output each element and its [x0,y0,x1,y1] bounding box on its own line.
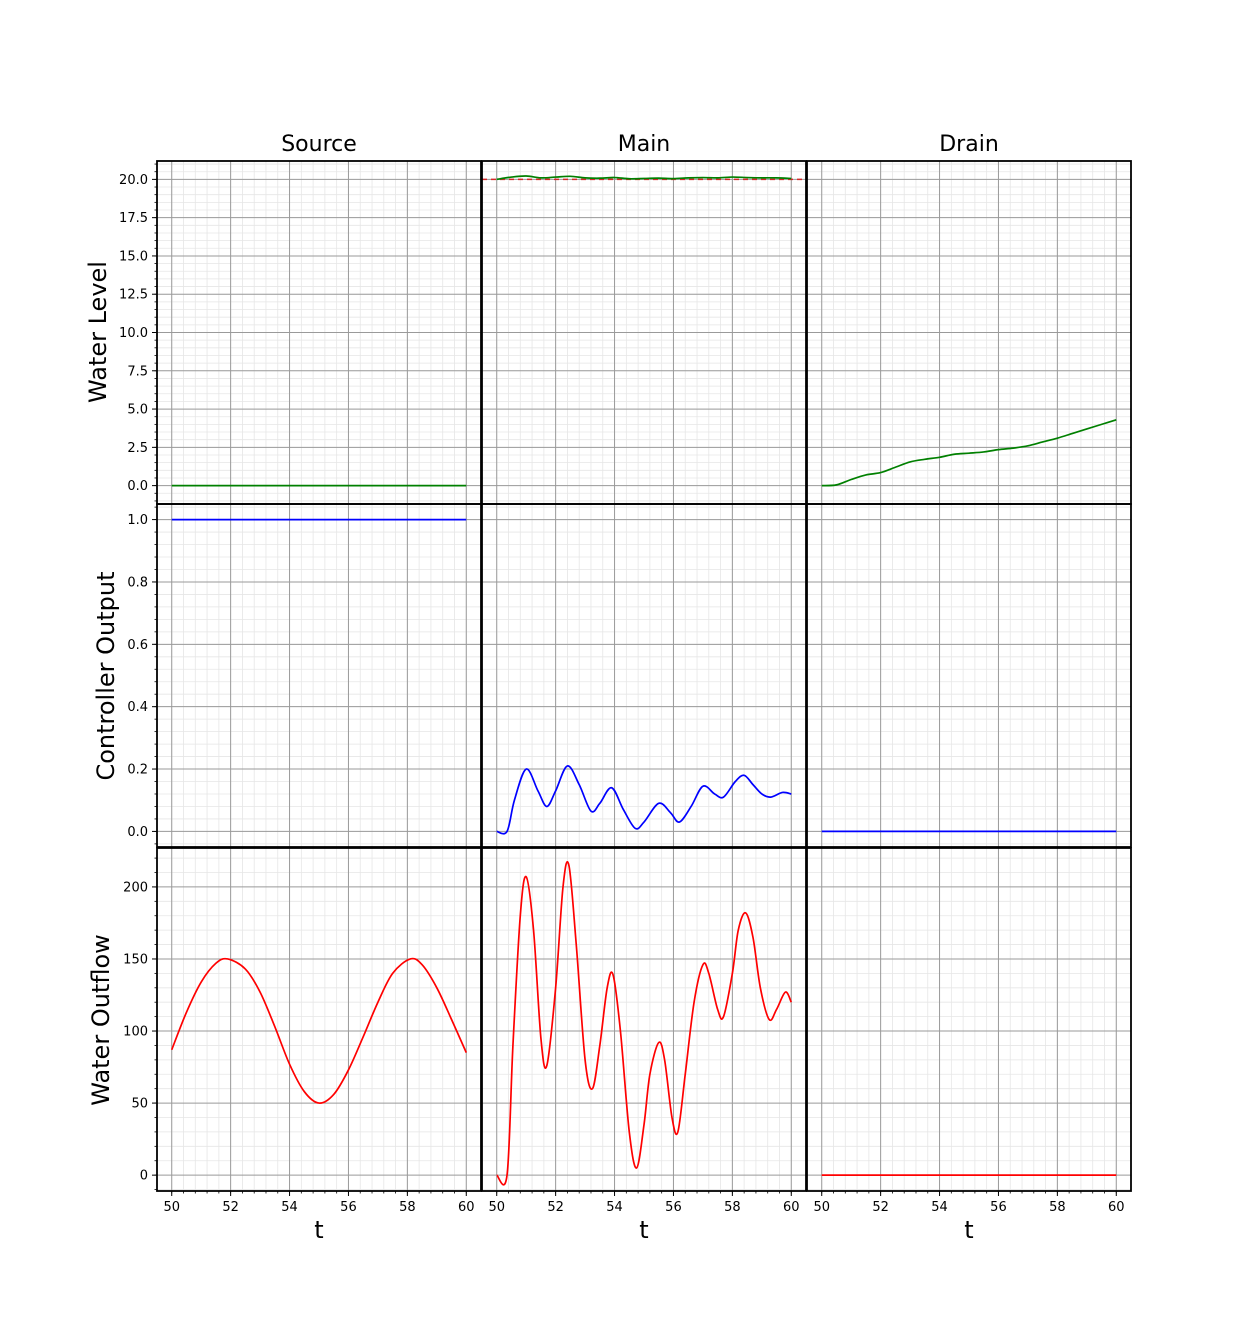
ytick-label: 0.8 [127,575,148,590]
ytick-label: 0 [140,1169,148,1184]
panel-frame-water-outflow-source [156,847,482,1192]
ylabel-water-level: Water Level [84,261,112,403]
xlabel-main: t [639,1216,648,1244]
xtick-label: 60 [458,1200,475,1215]
xtick-label: 50 [488,1200,505,1215]
xtick-label: 56 [665,1200,682,1215]
series-line-water-outflow-source [170,957,468,1104]
series-layer [170,175,1117,1186]
xtick-label: 50 [813,1200,830,1215]
column-title-source: Source [281,132,357,157]
ytick-label: 7.5 [127,364,148,379]
series-line-controller-output-main [496,765,792,835]
series-line-water-level-main [496,175,792,181]
ytick-label: 0.6 [127,638,148,653]
ytick-label: 50 [131,1097,148,1112]
panel-frame-water-outflow-drain [806,847,1132,1192]
ytick-label: 12.5 [119,288,148,303]
xtick-label: 56 [990,1200,1007,1215]
series-line-water-outflow-main [495,860,793,1186]
xtick-label: 52 [872,1200,889,1215]
panel-frame-controller-output-drain [806,503,1132,848]
ytick-label: 0.0 [127,825,148,840]
xtick-label: 60 [1108,1200,1125,1215]
ylabel-water-outflow: Water Outflow [87,934,115,1106]
xtick-label: 60 [783,1200,800,1215]
xlabel-source: t [314,1216,323,1244]
xtick-label: 54 [931,1200,948,1215]
panel-frame-controller-output-source [156,503,482,848]
column-title-drain: Drain [939,132,999,157]
ytick-label: 150 [123,952,148,967]
ytick-label: 5.0 [127,403,148,418]
xlabel-drain: t [964,1216,973,1244]
panel-frame-water-outflow-main [481,847,807,1192]
panel-frame-controller-output-main [481,503,807,848]
ytick-label: 17.5 [119,211,148,226]
ytick-label: 1.0 [127,513,148,528]
xtick-label: 50 [163,1200,180,1215]
xtick-label: 58 [724,1200,741,1215]
ytick-label: 200 [123,880,148,895]
grid-layer [157,161,1131,1191]
label-layer: Source Main Drain Water Level Controller… [84,132,1125,1244]
ytick-label: 100 [123,1025,148,1040]
ytick-label: 0.2 [127,763,148,778]
ylabel-controller-output: Controller Output [92,571,120,780]
ytick-label: 0.0 [127,479,148,494]
ytick-label: 2.5 [127,441,148,456]
ytick-label: 0.4 [127,700,148,715]
xtick-label: 52 [547,1200,564,1215]
xtick-label: 54 [606,1200,623,1215]
column-title-main: Main [618,132,671,157]
ytick-label: 20.0 [119,173,148,188]
xtick-label: 58 [399,1200,416,1215]
frame-layer [152,160,1132,1196]
ytick-label: 15.0 [119,249,148,264]
xtick-label: 54 [281,1200,298,1215]
xtick-label: 58 [1049,1200,1066,1215]
xtick-label: 52 [222,1200,239,1215]
xtick-label: 56 [340,1200,357,1215]
ytick-label: 10.0 [119,326,148,341]
series-line-water-level-drain [821,418,1117,487]
